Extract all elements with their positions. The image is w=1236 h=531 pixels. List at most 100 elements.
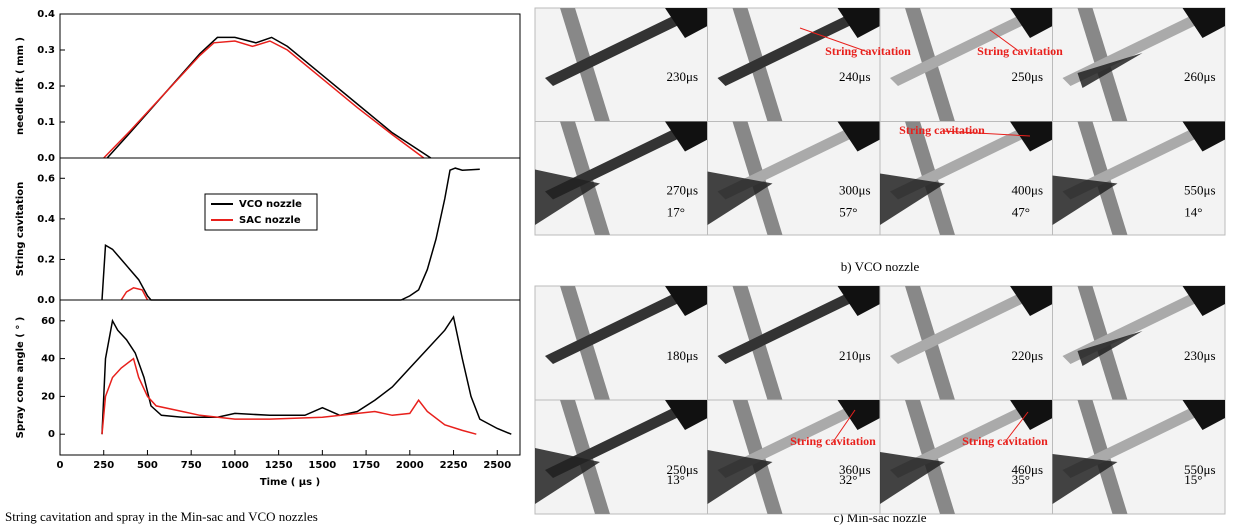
y-tick-label: 0.3: [37, 45, 55, 56]
spray: [1077, 53, 1143, 88]
legend-box: [204, 193, 318, 231]
y-tick-label: 40: [41, 354, 55, 365]
injector-tip: [1182, 286, 1225, 316]
nozzle-hole: [545, 292, 685, 364]
y-tick-label: 0.1: [37, 117, 55, 128]
y-tick-label: 0.0: [37, 153, 55, 164]
x-axis-label: Time ( μs ): [260, 477, 320, 488]
y-tick-label: 20: [41, 391, 55, 402]
legend-label: SAC nozzle: [239, 215, 301, 226]
injector-tip: [1010, 400, 1053, 430]
plot-frame: [59, 13, 521, 159]
frame-time: 220μs: [1011, 348, 1043, 363]
frame-angle: 35°: [1012, 472, 1030, 487]
annotation-arrow: [989, 29, 1021, 53]
y-tick-label: 0.4: [37, 9, 55, 20]
injector-tip: [1010, 286, 1053, 316]
spray: [535, 448, 600, 504]
y-tick-label: 0.2: [37, 254, 55, 265]
injector-tip: [837, 121, 880, 152]
nozzle-hole: [717, 292, 858, 364]
y-axis-label: needle lift ( mm ): [15, 37, 26, 135]
injector-tip: [837, 286, 880, 316]
x-tick-label: 1500: [308, 460, 336, 471]
annotation-arrow: [941, 130, 1031, 137]
x-tick-label: 750: [181, 460, 202, 471]
data-line: [101, 167, 480, 301]
annotation-arrow: [799, 27, 869, 53]
data-line: [120, 286, 149, 301]
y-tick-label: 0.2: [37, 81, 55, 92]
nozzle-hole: [890, 292, 1030, 364]
injector-tip: [837, 8, 880, 38]
y-tick-label: 0.4: [37, 214, 55, 225]
x-tick-label: 250: [93, 460, 114, 471]
data-line: [101, 357, 477, 435]
frame-time: 400μs: [1011, 182, 1043, 197]
spray: [880, 173, 945, 225]
frame-time: 240μs: [839, 69, 871, 84]
injector-tip: [1010, 121, 1053, 152]
frame-time: 260μs: [1184, 69, 1216, 84]
x-tick-label: 1750: [352, 460, 380, 471]
data-line: [106, 36, 432, 159]
frame-time: 250μs: [666, 462, 698, 477]
spray: [707, 171, 773, 225]
spray: [707, 450, 773, 504]
plot-frame: [59, 299, 521, 456]
y-axis-label: Spray cone angle ( ° ): [15, 317, 26, 439]
frame-time: 550μs: [1184, 462, 1216, 477]
injector-tip: [1182, 8, 1225, 38]
frame-time: 360μs: [839, 462, 871, 477]
frame-angle: 57°: [839, 204, 857, 219]
x-tick-label: 2000: [396, 460, 424, 471]
nozzle-hole: [545, 14, 685, 86]
frame-angle: 32°: [839, 472, 857, 487]
injector-tip: [1010, 8, 1053, 38]
frame-time: 270μs: [666, 182, 698, 197]
injector-tip: [1182, 121, 1225, 152]
frame-time: 230μs: [1184, 348, 1216, 363]
spray: [1052, 454, 1118, 504]
annotation-arrow: [1004, 411, 1029, 443]
nozzle-hole: [890, 14, 1030, 86]
injector-tip: [665, 286, 708, 316]
frame-time: 180μs: [666, 348, 698, 363]
frame-time: 550μs: [1184, 182, 1216, 197]
annotation: String cavitation: [825, 44, 911, 58]
x-tick-label: 500: [137, 460, 158, 471]
frame-angle: 14°: [1184, 204, 1202, 219]
nozzle-hole: [717, 14, 858, 86]
frame-time: 300μs: [839, 182, 871, 197]
frame-time: 250μs: [1011, 69, 1043, 84]
y-tick-label: 0.0: [37, 295, 55, 306]
legend-label: VCO nozzle: [239, 199, 302, 210]
data-line: [101, 315, 512, 435]
caption: String cavitation and spray in the Min-s…: [5, 509, 318, 524]
annotation: String cavitation: [962, 434, 1048, 448]
injector-tip: [837, 400, 880, 430]
x-tick-label: 0: [57, 460, 64, 471]
frame-time: 210μs: [839, 348, 871, 363]
annotation: String cavitation: [899, 123, 985, 137]
y-tick-label: 60: [41, 316, 55, 327]
injector-tip: [665, 8, 708, 38]
annotation: String cavitation: [790, 434, 876, 448]
y-tick-label: 0.6: [37, 173, 55, 184]
x-tick-label: 1000: [221, 460, 249, 471]
spray: [1077, 331, 1143, 366]
spray: [535, 169, 600, 225]
spray: [1052, 175, 1118, 225]
injector-tip: [1182, 400, 1225, 430]
injector-tip: [665, 121, 708, 152]
y-tick-label: 0: [48, 429, 55, 440]
frame-angle: 17°: [667, 204, 685, 219]
y-axis-label: String cavitation: [15, 182, 26, 276]
frame-time: 230μs: [666, 69, 698, 84]
annotation: String cavitation: [977, 44, 1063, 58]
annotation-arrow: [832, 409, 856, 443]
data-line: [103, 40, 425, 159]
x-tick-label: 1250: [265, 460, 293, 471]
frame-time: 460μs: [1011, 462, 1043, 477]
